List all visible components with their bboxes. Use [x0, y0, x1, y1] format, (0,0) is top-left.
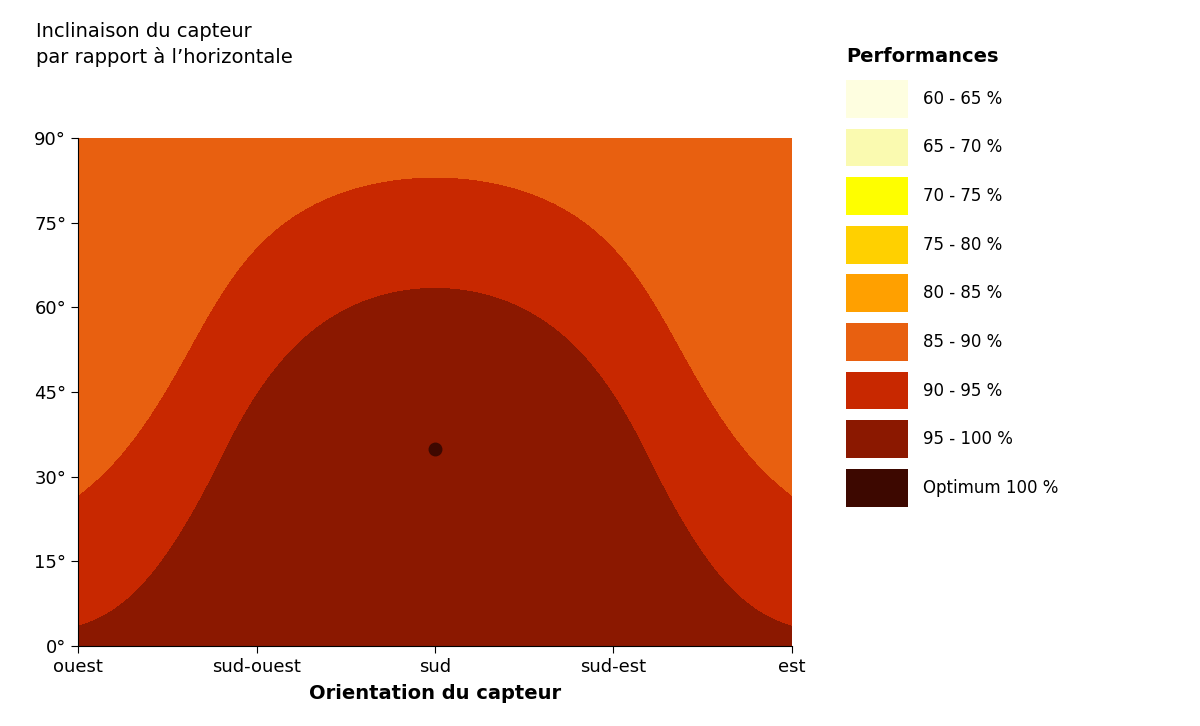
- Text: 60 - 65 %: 60 - 65 %: [923, 90, 1002, 107]
- Text: 85 - 90 %: 85 - 90 %: [923, 333, 1002, 351]
- Text: 65 - 70 %: 65 - 70 %: [923, 139, 1002, 156]
- Text: 80 - 85 %: 80 - 85 %: [923, 285, 1002, 302]
- Text: Inclinaison du capteur
par rapport à l’horizontale: Inclinaison du capteur par rapport à l’h…: [36, 22, 293, 68]
- X-axis label: Orientation du capteur: Orientation du capteur: [308, 685, 562, 703]
- Text: 95 - 100 %: 95 - 100 %: [923, 431, 1013, 448]
- Text: Optimum 100 %: Optimum 100 %: [923, 479, 1058, 497]
- Text: Performances: Performances: [846, 47, 998, 66]
- Text: 70 - 75 %: 70 - 75 %: [923, 187, 1002, 205]
- Text: 90 - 95 %: 90 - 95 %: [923, 382, 1002, 399]
- Text: 75 - 80 %: 75 - 80 %: [923, 236, 1002, 253]
